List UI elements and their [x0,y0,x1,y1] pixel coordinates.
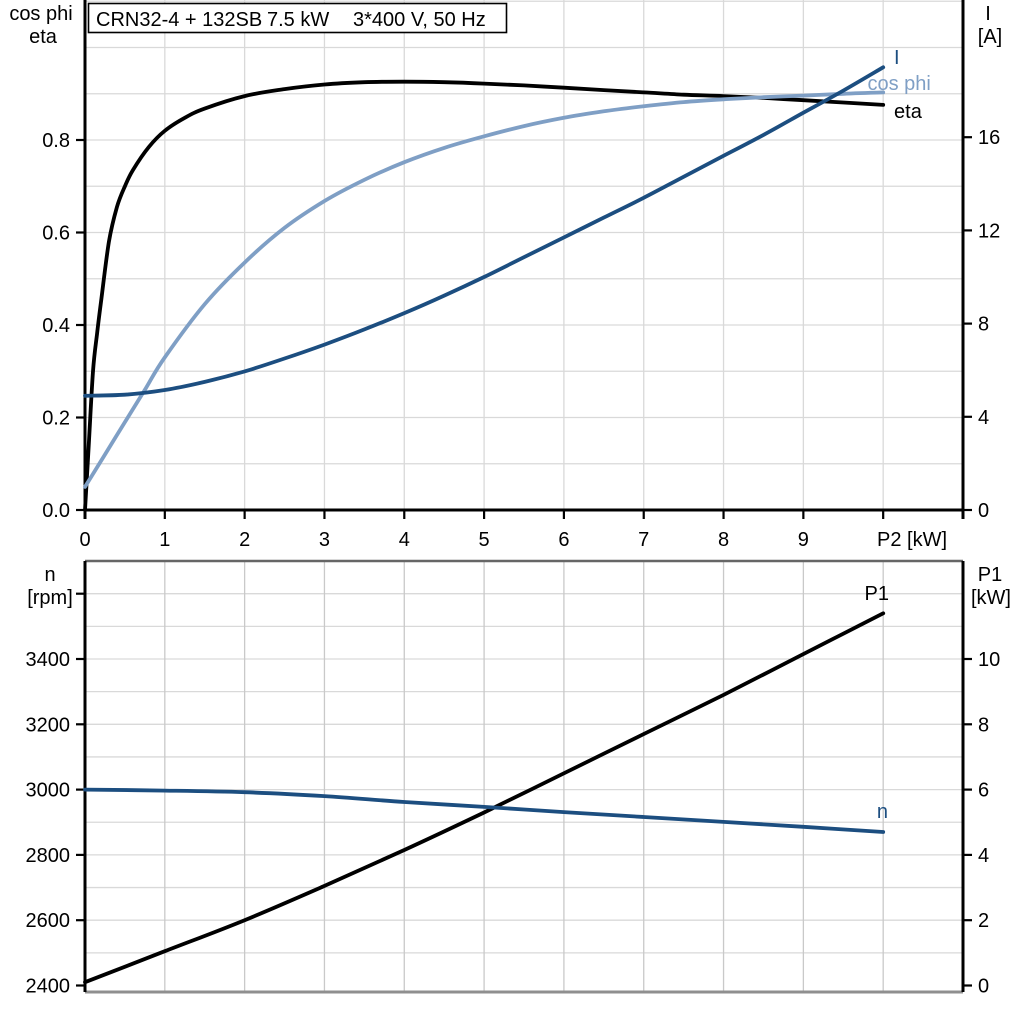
tick-label-y-right: 2 [978,910,989,932]
left-axis-title-line2: [rpm] [27,587,73,609]
tick-label-x: 6 [558,529,569,551]
tick-label-y-right: 10 [978,649,1000,671]
bottom-grid [85,561,963,992]
bottom-chart: 2400260028003000320034000246810n[rpm]P1[… [26,559,1011,998]
curve-eta [83,79,886,512]
tick-label-y-right: 8 [978,714,989,736]
curve-cos-phi [83,90,886,489]
tick-label-x: 7 [638,529,649,551]
tick-label-x: 4 [399,529,410,551]
tick-label-y-right: 16 [978,127,1000,149]
curve-label-cos-phi: cos phi [867,73,930,95]
curve-label-I: I [894,47,900,69]
curve-I [83,65,886,398]
tick-label-x: 2 [239,529,250,551]
left-axis-title-line1: cos phi [9,3,72,25]
title-box: CRN32-4 + 132SB 7.5 kW 3*400 V, 50 Hz [87,2,508,34]
tick-label-y-right: 4 [978,845,989,867]
tick-label-y-right: 8 [978,314,989,336]
curve-label-P1: P1 [865,583,889,605]
right-axis-title-line1: I [985,3,991,25]
tick-label-y-right: 4 [978,407,989,429]
tick-label-x: 3 [319,529,330,551]
chart-title: CRN32-4 + 132SB 7.5 kW 3*400 V, 50 Hz [96,9,486,31]
tick-label-x: 9 [798,529,809,551]
curve-label-eta: eta [894,101,923,123]
tick-label-y-left: 0.4 [42,315,70,337]
tick-label-x: 1 [159,529,170,551]
tick-label-y-right: 0 [978,976,989,998]
right-axis-title-line1: P1 [978,564,1002,586]
tick-label-y-right: 0 [978,500,989,522]
tick-label-x: 0 [79,529,90,551]
tick-label-y-left: 3000 [26,780,71,802]
top-chart: CRN32-4 + 132SB 7.5 kW 3*400 V, 50 Hz 0.0 0.… [9,0,1002,551]
curve-label-n: n [877,801,888,823]
right-axis-title-line2: [A] [978,26,1002,48]
tick-label-y-left: 0.6 [42,223,70,245]
left-axis-title-line2: eta [29,26,58,48]
tick-label-y-left: 0.8 [42,130,70,152]
tick-label-x: 8 [718,529,729,551]
tick-label-y-left: 3200 [26,714,71,736]
top-grid [85,0,963,510]
tick-label-y-left: 2400 [26,976,71,998]
tick-label-x: 5 [479,529,490,551]
tick-label-y-left: 3400 [26,649,71,671]
tick-label-y-left: 2600 [26,910,71,932]
x-axis-title: P2 [kW] [877,529,947,551]
left-axis-title-line1: n [44,564,55,586]
tick-label-y-right: 6 [978,780,989,802]
curve-n [83,787,886,834]
tick-label-y-right: 12 [978,220,1000,242]
tick-label-y-left: 2800 [26,845,71,867]
tick-label-y-left: 0.2 [42,408,70,430]
curve-P1 [83,611,886,985]
right-axis-title-line2: [kW] [971,587,1011,609]
tick-label-y-left: 0.0 [42,500,70,522]
